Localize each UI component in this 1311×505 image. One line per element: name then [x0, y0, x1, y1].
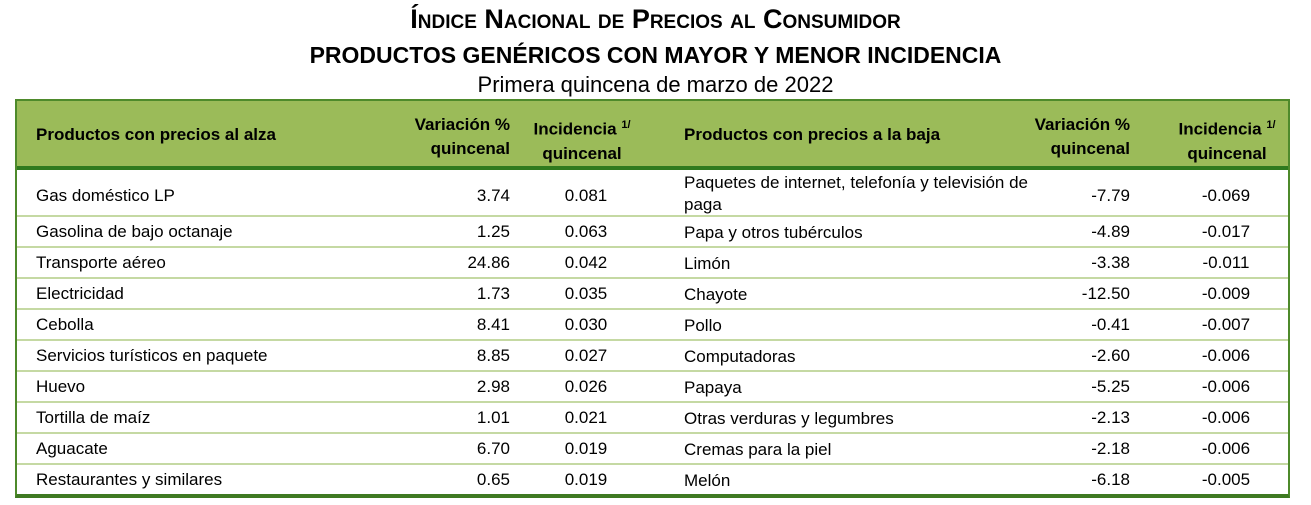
down-product: Limón [684, 254, 731, 273]
header-up-products: Productos con precios al alza [36, 125, 276, 144]
down-product: Paquetes de internet, telefonía y televi… [684, 173, 1029, 214]
header-down-incidence: Incidencia 1/quincenal [1167, 113, 1287, 166]
down-variation: -3.38 [1091, 253, 1130, 272]
down-product: Papaya [684, 378, 742, 397]
up-incidence: 0.027 [564, 346, 608, 365]
header-down-products: Productos con precios a la baja [684, 125, 941, 144]
down-variation: -0.41 [1091, 315, 1130, 334]
up-variation: 8.41 [476, 315, 510, 334]
table-row: Huevo 2.98 0.026 Papaya -5.25 -0.006 [17, 372, 1288, 403]
down-variation: -6.18 [1091, 470, 1130, 489]
up-incidence: 0.019 [564, 470, 608, 489]
table-header: Productos con precios al alza Variación … [17, 101, 1288, 170]
up-incidence: 0.019 [564, 439, 608, 458]
up-product: Aguacate [36, 439, 108, 458]
down-incidence: -0.006 [1201, 346, 1251, 365]
down-incidence: -0.009 [1201, 284, 1251, 303]
down-incidence: -0.005 [1201, 470, 1251, 489]
header-text: Variación % [1034, 115, 1130, 134]
up-variation: 0.65 [476, 470, 510, 489]
down-variation: -2.13 [1091, 408, 1130, 427]
table-row: Aguacate 6.70 0.019 Cremas para la piel … [17, 434, 1288, 465]
down-variation: -5.25 [1091, 377, 1130, 396]
up-product: Transporte aéreo [36, 253, 166, 272]
down-incidence: -0.007 [1201, 315, 1251, 334]
footnote-marker: 1/ [1266, 119, 1276, 131]
up-product: Tortilla de maíz [36, 408, 151, 427]
up-product: Cebolla [36, 315, 94, 334]
up-product: Restaurantes y similares [36, 470, 223, 489]
up-variation: 1.25 [476, 222, 510, 241]
table-row: Servicios turísticos en paquete 8.85 0.0… [17, 341, 1288, 372]
up-product: Huevo [36, 377, 86, 396]
up-variation: 8.85 [476, 346, 510, 365]
up-product: Gasolina de bajo octanaje [36, 222, 233, 241]
down-incidence: -0.006 [1201, 439, 1251, 458]
down-variation: -2.18 [1091, 439, 1130, 458]
up-variation: 1.73 [476, 284, 510, 303]
down-variation: -12.50 [1081, 284, 1130, 303]
down-incidence: -0.006 [1201, 408, 1251, 427]
down-product: Cremas para la piel [684, 440, 832, 459]
down-product: Melón [684, 471, 731, 490]
header-up-variation: Variación % quincenal [415, 113, 510, 161]
up-variation: 3.74 [476, 186, 510, 205]
up-incidence: 0.042 [564, 253, 608, 272]
up-incidence: 0.063 [564, 222, 608, 241]
table-row: Cebolla 8.41 0.030 Pollo -0.41 -0.007 [17, 310, 1288, 341]
down-incidence: -0.011 [1202, 253, 1250, 272]
down-variation: -2.60 [1091, 346, 1130, 365]
up-variation: 24.86 [467, 253, 510, 272]
up-incidence: 0.021 [564, 408, 608, 427]
up-incidence: 0.035 [564, 284, 608, 303]
header-text: Incidencia [533, 119, 617, 139]
up-incidence: 0.030 [564, 315, 608, 334]
down-variation: -7.79 [1091, 186, 1130, 205]
header-text: quincenal [430, 139, 510, 158]
down-product: Pollo [684, 316, 722, 335]
down-product: Computadoras [684, 347, 796, 366]
down-product: Chayote [684, 285, 748, 304]
table-row: Gas doméstico LP 3.74 0.081 Paquetes de … [17, 170, 1288, 217]
header-text: quincenal [542, 143, 622, 163]
page-title: Índice Nacional de Precios al Consumidor [410, 4, 901, 34]
header-text: Incidencia [1178, 119, 1262, 139]
up-product: Electricidad [36, 284, 124, 303]
table-row: Gasolina de bajo octanaje 1.25 0.063 Pap… [17, 217, 1288, 248]
up-variation: 6.70 [476, 439, 510, 458]
table-row: Electricidad 1.73 0.035 Chayote -12.50 -… [17, 279, 1288, 310]
up-variation: 1.01 [476, 408, 510, 427]
incidence-table: Productos con precios al alza Variación … [15, 99, 1290, 498]
down-variation: -4.89 [1091, 222, 1130, 241]
table-row: Tortilla de maíz 1.01 0.021 Otras verdur… [17, 403, 1288, 434]
table-row: Restaurantes y similares 0.65 0.019 Meló… [17, 465, 1288, 496]
header-text: quincenal [1050, 139, 1130, 158]
header-text: quincenal [1187, 143, 1267, 163]
down-incidence: -0.006 [1201, 377, 1251, 396]
period-label: Primera quincena de marzo de 2022 [477, 72, 834, 97]
table-row: Transporte aéreo 24.86 0.042 Limón -3.38… [17, 248, 1288, 279]
header-up-incidence: Incidencia 1/quincenal [522, 113, 642, 166]
up-product: Gas doméstico LP [36, 186, 175, 205]
header-text: Variación % [414, 115, 510, 134]
footnote-marker: 1/ [621, 119, 631, 131]
up-product: Servicios turísticos en paquete [36, 346, 268, 365]
down-product: Otras verduras y legumbres [684, 409, 894, 428]
down-incidence: -0.017 [1201, 222, 1251, 241]
up-incidence: 0.081 [564, 186, 608, 205]
up-incidence: 0.026 [564, 377, 608, 396]
header-down-variation: Variación % quincenal [1035, 113, 1130, 161]
down-incidence: -0.069 [1201, 186, 1251, 205]
up-variation: 2.98 [476, 377, 510, 396]
page-subtitle: PRODUCTOS GENÉRICOS CON MAYOR Y MENOR IN… [309, 42, 1002, 68]
down-product: Papa y otros tubérculos [684, 223, 863, 242]
